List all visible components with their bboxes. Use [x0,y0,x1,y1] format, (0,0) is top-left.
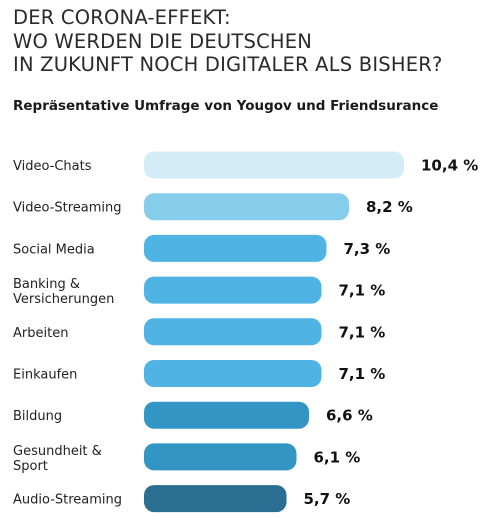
category-label-3-line-0: Banking & [13,277,80,292]
value-label-8: 5,7 % [304,490,351,508]
value-label-5: 7,1 % [339,365,386,383]
bar-2 [144,234,327,262]
bar-1 [144,193,349,221]
chart-title: DER CORONA-EFFEKT: WO WERDEN DIE DEUTSCH… [13,6,483,77]
category-label-0: Video-Chats [13,159,92,174]
chart-title-line-2: WO WERDEN DIE DEUTSCHEN [13,29,313,53]
category-label-3: Banking & Versicherungen [13,277,114,307]
chart-title-line-3: IN ZUKUNFT NOCH DIGITALER ALS BISHER? [13,53,443,76]
value-label-4: 7,1 % [339,323,386,341]
bar-8 [144,485,287,513]
category-label-3-line-1: Versicherungen [13,292,114,307]
chart-subtitle: Repräsentative Umfrage von Yougov und Fr… [13,98,439,114]
value-label-3: 7,1 % [339,282,386,300]
bar-0 [144,151,404,179]
value-label-0: 10,4 % [421,157,478,175]
category-label-7: Gesundheit & Sport [13,444,102,474]
bar-7 [144,443,297,471]
category-label-8: Audio-Streaming [13,493,122,508]
category-label-7-line-1: Sport [13,459,48,474]
bar-5 [144,360,322,387]
category-label-7-line-0: Gesundheit & [13,444,102,459]
value-label-1: 8,2 % [366,198,413,216]
value-label-6: 6,6 % [326,407,373,425]
category-label-4: Arbeiten [13,326,68,341]
chart-title-line-1: DER CORONA-EFFEKT: [13,6,231,29]
category-label-6: Bildung [13,409,62,424]
bar-4 [144,318,322,346]
bar-3 [144,276,322,304]
category-label-5: Einkaufen [13,368,77,383]
value-label-7: 6,1 % [314,448,361,466]
category-label-2: Social Media [13,242,95,257]
bar-6 [144,401,309,429]
category-label-1: Video-Streaming [13,201,122,216]
value-label-2: 7,3 % [344,240,391,258]
